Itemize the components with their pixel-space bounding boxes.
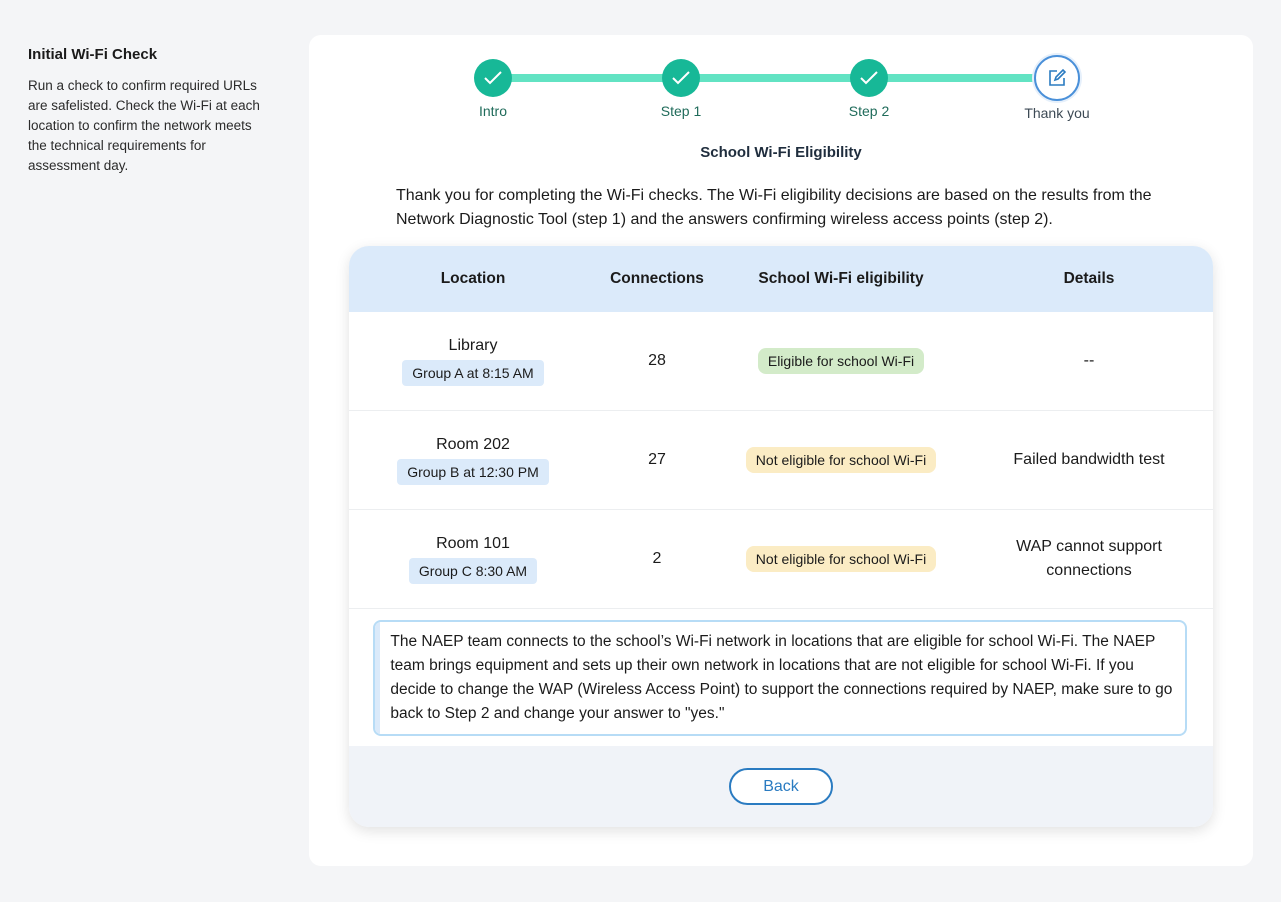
edit-icon <box>1034 55 1080 101</box>
check-icon <box>474 59 512 97</box>
group-tag: Group B at 12:30 PM <box>397 458 549 485</box>
connections-count: 28 <box>648 352 666 369</box>
check-icon <box>662 59 700 97</box>
details-text: WAP cannot support connections <box>1016 538 1162 579</box>
details-text: Failed bandwidth test <box>1013 451 1165 468</box>
location-name: Library <box>448 336 498 354</box>
main-card: Intro Step 1 Step 2 Thank you School Wi-… <box>309 35 1253 866</box>
note-text: The NAEP team connects to the school’s W… <box>390 633 1173 722</box>
connections-count: 2 <box>652 550 662 567</box>
sidebar-title: Initial Wi-Fi Check <box>28 46 158 63</box>
table-row: Room 202 Group B at 12:30 PM 27 Not eligi… <box>349 411 1213 510</box>
location-name: Room 101 <box>436 534 510 552</box>
table-row: Library Group A at 8:15 AM 28 Eligible fo… <box>349 312 1213 411</box>
step-label: Step 1 <box>660 103 702 119</box>
step-label: Intro <box>478 103 507 119</box>
connections-count: 27 <box>648 451 666 468</box>
header-location: Location <box>440 270 506 287</box>
page-title: School Wi-Fi Eligibility <box>700 144 862 161</box>
table-row: Room 101 Group C 8:30 AM 2 Not eligible f… <box>349 510 1213 609</box>
step-1: Step 1 <box>621 59 741 119</box>
table-footer: Back <box>349 746 1213 827</box>
step-label: Step 2 <box>848 103 890 119</box>
intro-text: Thank you for completing the Wi-Fi check… <box>396 187 1152 228</box>
sidebar: Initial Wi-Fi Check Run a check to confi… <box>28 46 268 176</box>
step-label: Thank you <box>1024 105 1090 121</box>
group-tag: Group A at 8:15 AM <box>402 359 544 386</box>
details-text: -- <box>1083 352 1095 369</box>
back-button[interactable]: Back <box>729 768 833 805</box>
status-badge: Eligible for school Wi-Fi <box>757 348 925 374</box>
header-eligibility: School Wi-Fi eligibility <box>758 270 924 287</box>
stepper: Intro Step 1 Step 2 Thank you <box>309 35 1253 165</box>
check-icon <box>850 59 888 97</box>
sidebar-description: Run a check to confirm required URLs are… <box>28 78 260 173</box>
note-accent-bar <box>375 622 381 734</box>
location-name: Room 202 <box>436 435 510 453</box>
status-badge: Not eligible for school Wi-Fi <box>745 546 937 572</box>
step-2: Step 2 <box>809 59 929 119</box>
stepper-track <box>493 74 1057 82</box>
eligibility-table: Location Connections School Wi-Fi eligib… <box>349 246 1213 827</box>
header-connections: Connections <box>610 270 704 287</box>
step-thank-you: Thank you <box>997 55 1117 121</box>
step-intro: Intro <box>433 59 553 119</box>
info-note: The NAEP team connects to the school’s W… <box>373 620 1187 736</box>
table-header: Location Connections School Wi-Fi eligib… <box>349 246 1213 312</box>
status-badge: Not eligible for school Wi-Fi <box>745 447 937 473</box>
group-tag: Group C 8:30 AM <box>408 557 538 584</box>
header-details: Details <box>1063 270 1115 287</box>
